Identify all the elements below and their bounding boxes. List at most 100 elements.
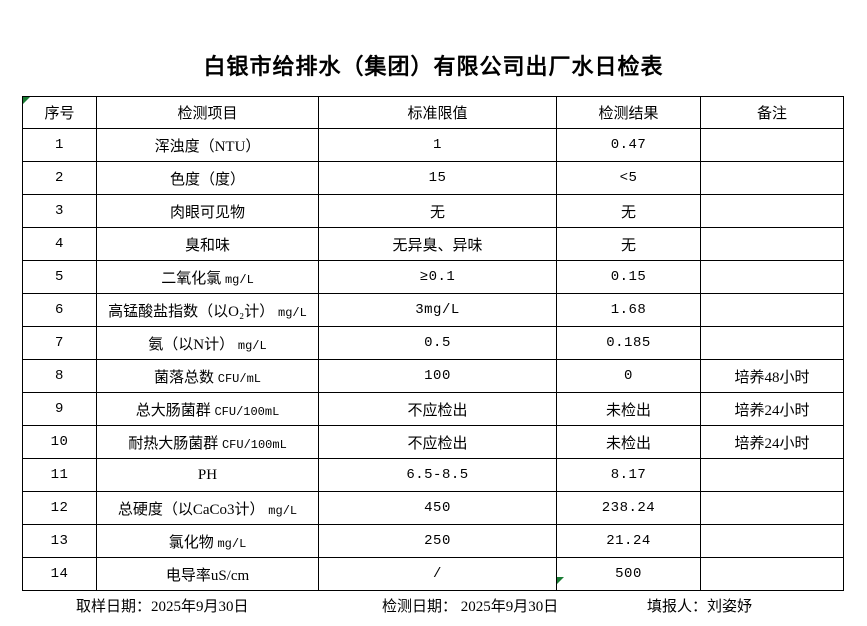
- cell-item[interactable]: 氨（以N计） mg/L: [96, 326, 319, 360]
- cell-result[interactable]: 0.185: [556, 326, 701, 360]
- cell-item[interactable]: 二氧化氯 mg/L: [96, 260, 319, 294]
- comment-marker-icon: [23, 97, 30, 104]
- cell-no[interactable]: 9: [22, 392, 97, 426]
- cell-item[interactable]: 臭和味: [96, 227, 319, 261]
- cell-item[interactable]: 菌落总数 CFU/mL: [96, 359, 319, 393]
- cell-item-name: 总大肠菌群: [135, 402, 211, 419]
- cell-no[interactable]: 6: [22, 293, 97, 327]
- cell-result[interactable]: 500: [556, 557, 701, 591]
- cell-limit[interactable]: 0.5: [318, 326, 557, 360]
- cell-item-name: 氯化物: [168, 534, 214, 551]
- cell-result[interactable]: 8.17: [556, 458, 701, 492]
- cell-remark[interactable]: [700, 557, 844, 591]
- cell-result[interactable]: 238.24: [556, 491, 701, 525]
- cell-limit[interactable]: 3mg/L: [318, 293, 557, 327]
- cell-item-name: 总硬度（以CaCo3计）: [117, 501, 265, 518]
- cell-limit[interactable]: 6.5-8.5: [318, 458, 557, 492]
- cell-item-unit: mg/L: [217, 536, 247, 551]
- cell-remark[interactable]: [700, 227, 844, 261]
- report-table: 序号 检测项目 标准限值 检测结果 备注 1 浑浊度（NTU） 1 0.47 2 色度（度…: [22, 96, 844, 591]
- cell-limit[interactable]: 15: [318, 161, 557, 195]
- cell-no[interactable]: 11: [22, 458, 97, 492]
- cell-item[interactable]: 氯化物 mg/L: [96, 524, 319, 558]
- cell-result[interactable]: 无: [556, 227, 701, 261]
- cell-item[interactable]: 浑浊度（NTU）: [96, 128, 319, 162]
- cell-item-unit: mg/L: [237, 338, 267, 353]
- footer: 取样日期：2025年9月30日 检测日期： 2025年9月30日 填报人：刘姿妤: [22, 592, 844, 620]
- cell-item-unit: CFU/mL: [217, 371, 261, 386]
- cell-item-name: 菌落总数: [154, 369, 215, 386]
- cell-remark[interactable]: [700, 293, 844, 327]
- cell-item[interactable]: 肉眼可见物: [96, 194, 319, 228]
- cell-item[interactable]: PH: [96, 458, 319, 492]
- cell-item[interactable]: 色度（度）: [96, 161, 319, 195]
- cell-limit[interactable]: 无: [318, 194, 557, 228]
- cell-remark[interactable]: [700, 161, 844, 195]
- cell-item-unit: mg/L: [268, 503, 298, 518]
- cell-no[interactable]: 10: [22, 425, 97, 459]
- cell-limit[interactable]: 1: [318, 128, 557, 162]
- table-row: 8 菌落总数 CFU/mL 100 0 培养48小时: [22, 359, 844, 393]
- sample-date-label: 取样日期：2025年9月30日: [76, 599, 249, 615]
- table-row: 3 肉眼可见物 无无: [22, 194, 844, 228]
- cell-no[interactable]: 2: [22, 161, 97, 195]
- cell-result[interactable]: 无: [556, 194, 701, 228]
- table-row: 11 PH 6.5-8.5 8.17: [22, 458, 844, 492]
- cell-no[interactable]: 1: [22, 128, 97, 162]
- cell-item[interactable]: 总硬度（以CaCo3计） mg/L: [96, 491, 319, 525]
- cell-result[interactable]: 0: [556, 359, 701, 393]
- cell-no[interactable]: 8: [22, 359, 97, 393]
- cell-remark[interactable]: [700, 194, 844, 228]
- cell-item-unit: CFU/100mL: [221, 437, 287, 452]
- cell-result[interactable]: <5: [556, 161, 701, 195]
- cell-no[interactable]: 4: [22, 227, 97, 261]
- cell-remark[interactable]: [700, 524, 844, 558]
- reporter-label: 填报人：刘姿妤: [647, 599, 753, 615]
- cell-result[interactable]: 21.24: [556, 524, 701, 558]
- comment-marker-bottom-icon: [557, 577, 564, 584]
- cell-no[interactable]: 14: [22, 557, 97, 591]
- cell-no[interactable]: 5: [22, 260, 97, 294]
- cell-remark[interactable]: [700, 458, 844, 492]
- table-row: 13 氯化物 mg/L 250 21.24: [22, 524, 844, 558]
- cell-item-unit: CFU/100mL: [214, 404, 280, 419]
- cell-result[interactable]: 未检出: [556, 392, 701, 426]
- cell-remark[interactable]: 培养48小时: [700, 359, 844, 393]
- table-header-row: 序号 检测项目 标准限值 检测结果 备注: [22, 96, 844, 129]
- cell-limit[interactable]: 不应检出: [318, 425, 557, 459]
- cell-no[interactable]: 13: [22, 524, 97, 558]
- cell-result[interactable]: 0.15: [556, 260, 701, 294]
- cell-remark[interactable]: 培养24小时: [700, 392, 844, 426]
- cell-remark[interactable]: 培养24小时: [700, 425, 844, 459]
- cell-item-name: 氨（以N计）: [148, 336, 235, 353]
- cell-result[interactable]: 0.47: [556, 128, 701, 162]
- cell-item[interactable]: 耐热大肠菌群 CFU/100mL: [96, 425, 319, 459]
- cell-result[interactable]: 未检出: [556, 425, 701, 459]
- cell-no[interactable]: 12: [22, 491, 97, 525]
- cell-limit[interactable]: 100: [318, 359, 557, 393]
- cell-limit[interactable]: 250: [318, 524, 557, 558]
- cell-remark[interactable]: [700, 326, 844, 360]
- cell-limit[interactable]: 无异臭、异味: [318, 227, 557, 261]
- table-row: 10 耐热大肠菌群 CFU/100mL 不应检出 未检出 培养24小时: [22, 425, 844, 459]
- cell-remark[interactable]: [700, 128, 844, 162]
- cell-item-name: 耐热大肠菌群: [128, 435, 219, 452]
- cell-limit[interactable]: ≥0.1: [318, 260, 557, 294]
- cell-item[interactable]: 总大肠菌群 CFU/100mL: [96, 392, 319, 426]
- cell-item[interactable]: 高锰酸盐指数（以O₂计） mg/L: [96, 293, 319, 327]
- cell-limit[interactable]: 450: [318, 491, 557, 525]
- cell-limit[interactable]: 不应检出: [318, 392, 557, 426]
- cell-limit[interactable]: /: [318, 557, 557, 591]
- cell-no[interactable]: 3: [22, 194, 97, 228]
- cell-remark[interactable]: [700, 260, 844, 294]
- cell-item-name: 臭和味: [184, 237, 230, 254]
- column-header-result: 检测结果: [556, 96, 701, 129]
- cell-remark[interactable]: [700, 491, 844, 525]
- cell-result[interactable]: 1.68: [556, 293, 701, 327]
- cell-item[interactable]: 电导率uS/cm: [96, 557, 319, 591]
- table-row: 1 浑浊度（NTU） 1 0.47: [22, 128, 844, 162]
- report-table-container: 序号 检测项目 标准限值 检测结果 备注 1 浑浊度（NTU） 1 0.47 2 色度（度…: [22, 96, 844, 591]
- cell-no[interactable]: 7: [22, 326, 97, 360]
- column-header-remark: 备注: [700, 96, 844, 129]
